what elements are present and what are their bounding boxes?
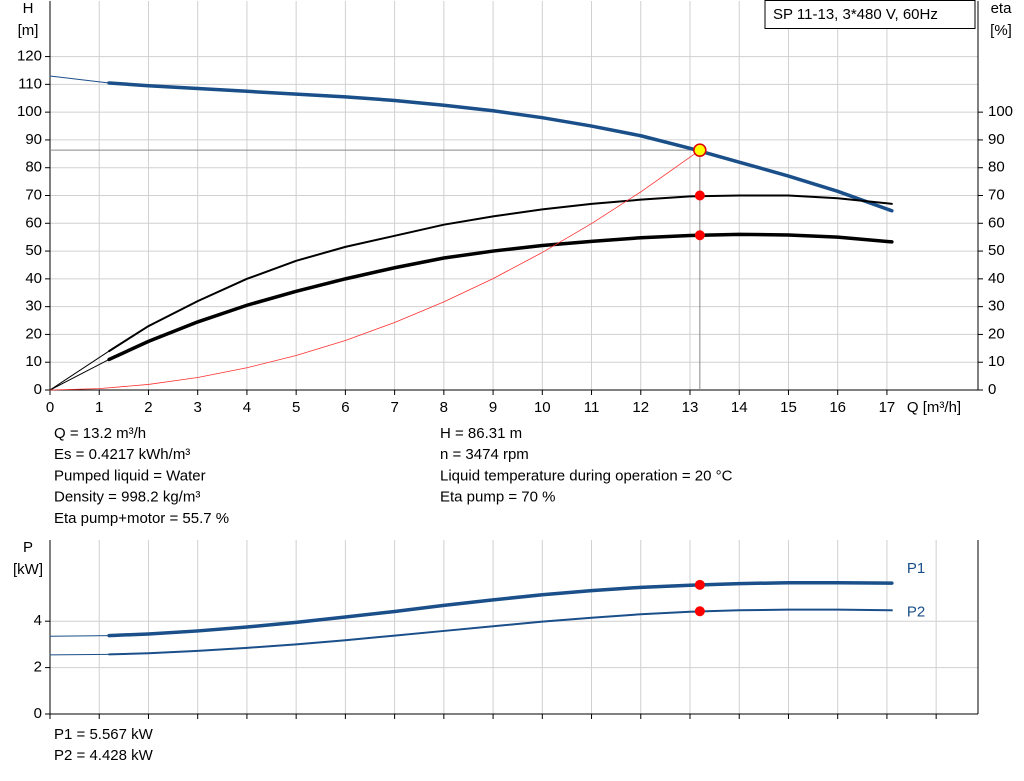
curve (107, 580, 894, 638)
title-box (764, 0, 976, 29)
annotation: H = 86.31 m (440, 425, 522, 442)
x-tick-label: 3 (194, 399, 202, 416)
curve-label: P1 (907, 560, 925, 577)
x-tick-label: 6 (341, 399, 349, 416)
x-tick-label: 0 (46, 399, 54, 416)
curve (107, 81, 894, 213)
x-tick-label: 14 (731, 399, 748, 416)
chart-title: SP 11-13, 3*480 V, 60Hz (773, 6, 938, 23)
y-tick-label: 10 (25, 353, 42, 370)
y-tick-label: 90 (25, 131, 42, 148)
y2-axis-label: eta (991, 0, 1013, 17)
curve (49, 358, 110, 391)
y-axis-label: H (23, 0, 34, 17)
annotation: P2 = 4.428 kW (54, 747, 154, 764)
x-tick-label: 4 (243, 399, 251, 416)
x-tick-label: 1 (95, 399, 103, 416)
annotation: Q = 13.2 m³/h (54, 425, 146, 442)
y2-tick-label: 70 (988, 186, 1005, 203)
annotation: Pumped liquid = Water (54, 467, 206, 484)
y-tick-label: 4 (34, 612, 42, 629)
curve-label: P2 (907, 603, 925, 620)
y-axis-unit: [kW] (13, 561, 43, 578)
curve (108, 608, 893, 656)
x-tick-label: 2 (144, 399, 152, 416)
y-tick-label: 2 (34, 659, 42, 676)
y-tick-label: 110 (18, 75, 42, 92)
x-tick-label: 9 (489, 399, 497, 416)
y2-tick-label: 20 (988, 325, 1005, 342)
y-tick-label: 0 (34, 381, 42, 398)
y2-tick-label: 40 (988, 270, 1005, 287)
y-tick-label: 100 (17, 103, 42, 120)
y-tick-label: 20 (25, 325, 42, 342)
annotation: Eta pump = 70 % (440, 489, 556, 506)
operating-point (694, 190, 705, 201)
y2-tick-label: 60 (988, 214, 1005, 231)
annotation: Es = 0.4217 kWh/m³ (54, 446, 190, 463)
operating-point (694, 606, 705, 617)
x-tick-label: 17 (879, 399, 896, 416)
y-tick-label: 60 (25, 214, 42, 231)
y-tick-label: 120 (17, 48, 42, 65)
x-tick-label: 7 (390, 399, 398, 416)
curve (49, 75, 110, 84)
y-tick-label: 30 (25, 298, 42, 315)
operating-point (693, 143, 707, 157)
curve (49, 350, 110, 391)
annotation: P1 = 5.567 kW (54, 726, 154, 743)
x-tick-label: 10 (534, 399, 551, 416)
y2-tick-label: 90 (988, 131, 1005, 148)
y-tick-label: 0 (34, 705, 42, 722)
y-axis-label: P (23, 539, 33, 556)
x-tick-label: 12 (632, 399, 649, 416)
operating-point (694, 230, 705, 241)
curve (107, 232, 894, 362)
y2-tick-label: 30 (988, 298, 1005, 315)
annotation: Liquid temperature during operation = 20… (440, 467, 733, 484)
x-tick-label: 16 (829, 399, 846, 416)
x-tick-label: 15 (780, 399, 797, 416)
x-tick-label: 11 (584, 399, 600, 416)
y-tick-label: 50 (25, 242, 42, 259)
y2-axis-unit: [%] (990, 22, 1012, 39)
y-axis-unit: [m] (18, 22, 39, 39)
y2-tick-label: 0 (988, 381, 996, 398)
annotation: Density = 998.2 kg/m³ (54, 489, 200, 506)
x-axis-label: Q [m³/h] (907, 399, 961, 416)
y2-tick-label: 100 (988, 103, 1013, 120)
annotation: n = 3474 rpm (440, 446, 529, 463)
curve (108, 194, 893, 353)
curve (49, 635, 110, 637)
y2-tick-label: 80 (988, 159, 1005, 176)
y-tick-label: 70 (25, 186, 42, 203)
y2-tick-label: 10 (988, 353, 1005, 370)
y-tick-label: 40 (25, 270, 42, 287)
y2-tick-label: 50 (988, 242, 1005, 259)
operating-point (694, 579, 705, 590)
curve (49, 149, 701, 391)
x-tick-label: 8 (440, 399, 448, 416)
annotation: Eta pump+motor = 55.7 % (54, 510, 229, 527)
x-tick-label: 13 (682, 399, 699, 416)
y-tick-label: 80 (25, 159, 42, 176)
x-tick-label: 5 (292, 399, 300, 416)
